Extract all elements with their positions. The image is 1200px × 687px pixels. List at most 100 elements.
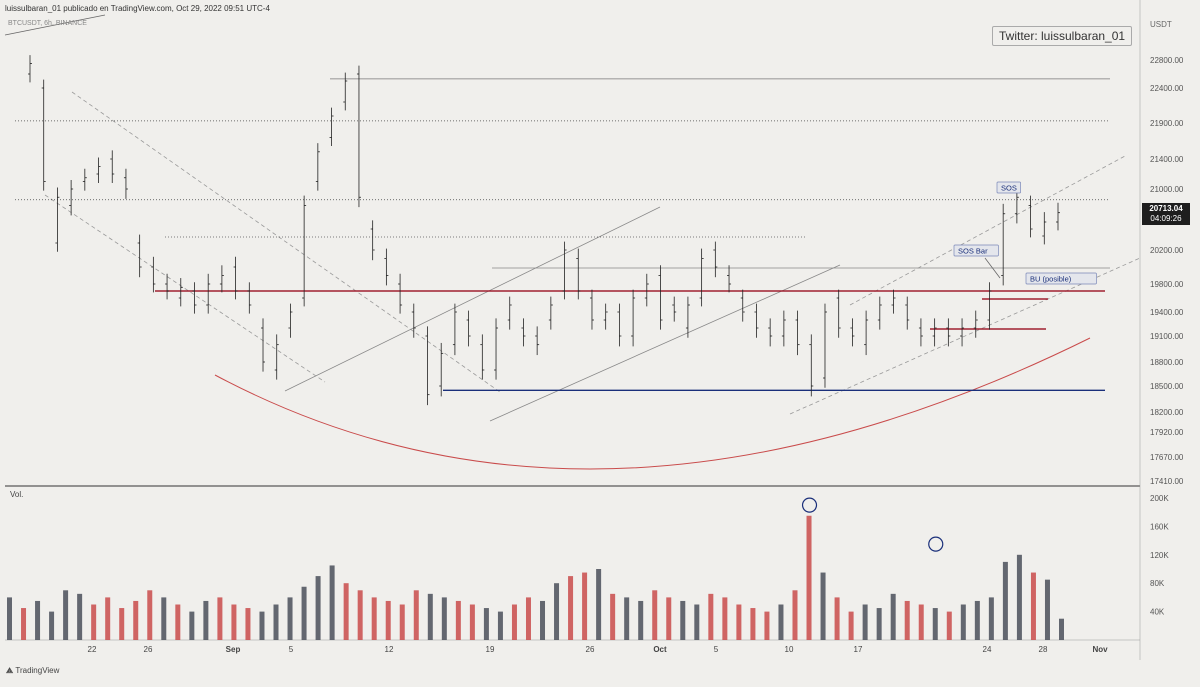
volume-bar [315,576,321,640]
volume-tick-label: 200K [1150,494,1169,503]
volume-bar [778,604,784,640]
volume-bar [610,593,616,640]
volume-bar [750,608,756,640]
volume-bar [259,611,265,640]
volume-bar [497,611,503,640]
sos-annotation-box [996,181,1021,194]
volume-bar [175,604,181,640]
volume-bar [49,611,55,640]
volume-bar [624,597,630,640]
time-tick-label: 12 [385,645,394,654]
volume-highlight-circle [801,497,818,513]
volume-bar [119,608,125,640]
price-tick-label: 17410.00 [1150,477,1184,486]
volume-bar [203,600,209,640]
price-tick-label: 21000.00 [1150,185,1184,194]
volume-bar [1016,554,1022,640]
volume-bar [7,597,12,640]
price-tick-label: 21400.00 [1150,155,1184,164]
volume-bar [287,597,293,640]
volume-bar [371,597,377,640]
volume-bar [273,604,279,640]
volume-bar [974,600,980,640]
sos-annotation: SOS [1001,184,1017,193]
volume-tick-label: 120K [1150,551,1169,560]
volume-bar [666,597,672,640]
header-info: luissulbaran_01 publicado en TradingView… [5,4,270,13]
volume-bar [708,593,714,640]
volume-bar [217,597,223,640]
volume-bar [343,583,349,640]
bu-posible-annotation: BU (posible) [1030,275,1072,284]
price-tick-label: 20200.00 [1150,246,1184,255]
volume-bar [483,608,489,640]
candles-layer [28,55,1060,406]
volume-bar [1030,572,1036,640]
volume-bar [77,593,83,640]
price-tick-label: 22800.00 [1150,56,1184,65]
symbol-label: BTCUSDT, 6h, BINANCE [8,20,87,27]
channel-up-lower [284,206,661,392]
drawings-layer [4,14,1141,470]
volume-bar [694,604,700,640]
volume-bar [385,600,391,640]
volume-bar [722,597,728,640]
volume-bar [469,604,475,640]
volume-highlight-circle [928,536,944,552]
volume-bar [1059,618,1064,640]
time-tick-label: 24 [983,645,992,654]
horizontal-levels [15,78,1110,392]
volume-label: Vol. [10,490,24,499]
price-tick-label: 21900.00 [1150,119,1184,128]
annotations-layer: SOS SOS Bar BU (posible) [953,181,1097,285]
volume-bar [918,604,924,640]
twitter-watermark: Twitter: luissulbaran_01 [992,26,1133,46]
time-tick-label: Sep [226,645,241,654]
volume-bar [568,576,574,640]
volume-bar [792,590,798,640]
volume-bar [960,604,966,640]
last-price-value: 20713.04 [1149,204,1183,213]
trendline [4,14,106,36]
volume-bar [862,604,868,640]
footer-text: TradingView [15,666,60,675]
volume-bar [245,608,251,640]
time-tick-label: Nov [1092,645,1108,654]
last-price-countdown: 04:09:26 [1150,214,1182,223]
time-tick-label: 26 [144,645,153,654]
price-tick-label: 19400.00 [1150,308,1184,317]
volume-bar [511,604,517,640]
price-tick-label: 19100.00 [1150,332,1184,341]
volume-tick-label: 40K [1150,608,1165,617]
volume-bar [652,590,658,640]
volume-bar [582,572,588,640]
volume-bar [736,604,742,640]
volume-bar [680,600,686,640]
currency-label: USDT [1150,20,1172,29]
volume-bar [189,611,195,640]
volume-bar [301,586,307,640]
time-tick-label: 5 [714,645,719,654]
volume-bar [848,611,854,640]
volume-bar [834,597,840,640]
volume-bar [820,572,826,640]
time-tick-label: Oct [653,645,667,654]
time-tick-label: 10 [785,645,794,654]
time-tick-label: 22 [88,645,97,654]
volume-bar [105,597,111,640]
volume-bar [638,600,644,640]
volume-bar [161,597,167,640]
time-tick-label: 28 [1039,645,1048,654]
channel-dashed-lower [44,194,326,383]
price-tick-label: 18800.00 [1150,358,1184,367]
price-tick-label: 18200.00 [1150,408,1184,417]
volume-bar [455,600,461,640]
volume-bar [1044,579,1050,640]
time-tick-label: 17 [854,645,863,654]
bu-posible-annotation-box [1025,272,1097,285]
last-price-tag: 20713.04 04:09:26 [1142,203,1190,225]
volume-bar [596,569,602,640]
sos-bar-arrow [984,257,1001,279]
